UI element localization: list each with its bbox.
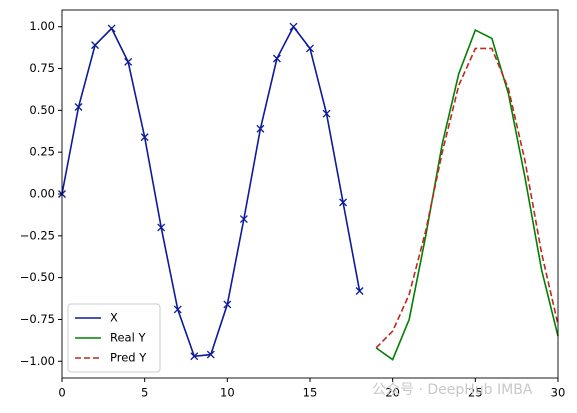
marker xyxy=(339,198,348,207)
x-tick-label: 20 xyxy=(385,386,400,400)
marker xyxy=(239,215,248,224)
legend-label: Pred Y xyxy=(110,351,147,365)
marker xyxy=(157,223,166,232)
watermark: 公众号 · DeepHub IMBA xyxy=(372,382,533,398)
marker xyxy=(74,103,83,111)
legend-label: X xyxy=(110,311,118,325)
marker xyxy=(223,300,232,309)
y-tick-label: 0.00 xyxy=(29,187,55,201)
y-tick-label: −0.25 xyxy=(20,228,55,242)
marker xyxy=(91,41,100,50)
marker xyxy=(124,57,133,66)
line xyxy=(375,28,559,361)
x-tick-label: 0 xyxy=(58,386,65,400)
legend-box xyxy=(67,303,161,373)
marker xyxy=(206,350,215,359)
marker xyxy=(355,287,364,295)
marker xyxy=(289,22,298,31)
marker xyxy=(107,24,116,33)
y-tick-label: −0.50 xyxy=(20,270,55,284)
marker xyxy=(272,54,281,63)
x-tick-label: 25 xyxy=(468,386,483,400)
x-tick-label: 5 xyxy=(141,386,148,400)
x-tick-label: 30 xyxy=(551,386,566,400)
marker xyxy=(190,352,199,361)
x-tick-label: 15 xyxy=(303,386,318,400)
y-tick-label: 1.00 xyxy=(29,19,55,33)
marker xyxy=(173,305,182,314)
marker xyxy=(256,124,265,133)
line xyxy=(375,47,559,349)
y-tick-label: 0.75 xyxy=(29,61,55,75)
y-tick-label: −1.00 xyxy=(20,354,55,368)
marker xyxy=(140,133,149,142)
plot-frame xyxy=(61,9,559,379)
y-tick-label: −0.75 xyxy=(20,312,55,326)
legend-label: Real Y xyxy=(110,331,146,345)
marker xyxy=(306,44,314,53)
y-tick-label: 0.25 xyxy=(29,145,55,159)
marker xyxy=(322,109,331,118)
x-tick-label: 10 xyxy=(220,386,235,400)
y-tick-label: 0.50 xyxy=(29,103,55,117)
